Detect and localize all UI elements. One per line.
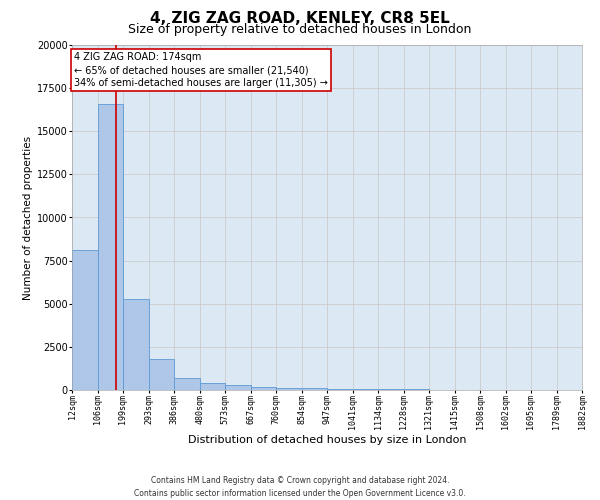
Text: Size of property relative to detached houses in London: Size of property relative to detached ho…	[128, 24, 472, 36]
Bar	[98, 104, 123, 390]
Bar	[72, 250, 98, 390]
Bar	[174, 378, 200, 390]
Text: 4, ZIG ZAG ROAD, KENLEY, CR8 5EL: 4, ZIG ZAG ROAD, KENLEY, CR8 5EL	[150, 11, 450, 26]
Bar	[378, 389, 404, 390]
Bar	[302, 388, 327, 390]
Bar	[149, 359, 174, 390]
Y-axis label: Number of detached properties: Number of detached properties	[23, 136, 33, 300]
Bar	[251, 387, 276, 390]
Text: Contains HM Land Registry data © Crown copyright and database right 2024.
Contai: Contains HM Land Registry data © Crown c…	[134, 476, 466, 498]
Bar	[225, 385, 251, 390]
Bar	[327, 388, 353, 390]
Bar	[200, 384, 225, 390]
Bar	[276, 388, 302, 390]
Text: 4 ZIG ZAG ROAD: 174sqm
← 65% of detached houses are smaller (21,540)
34% of semi: 4 ZIG ZAG ROAD: 174sqm ← 65% of detached…	[74, 52, 328, 88]
X-axis label: Distribution of detached houses by size in London: Distribution of detached houses by size …	[188, 434, 466, 444]
Bar	[123, 298, 149, 390]
Bar	[353, 389, 378, 390]
